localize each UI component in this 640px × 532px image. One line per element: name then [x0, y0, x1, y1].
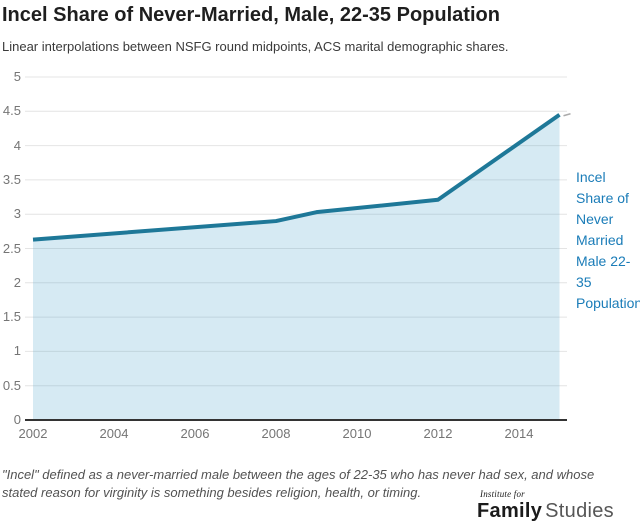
plot-area: 0 0.5 1 1.5 2 2.5 3 3.5 4 4.5 5 2002 2004 2006 2008 20… — [0, 69, 640, 448]
series-label: Incel Share of Never Married Male 22-35 … — [576, 169, 640, 311]
chart-title: Incel Share of Never-Married, Male, 22-3… — [2, 4, 500, 26]
x-tick-label: 2008 — [261, 426, 291, 441]
y-tick-label: 3 — [13, 206, 21, 222]
chart-subtitle: Linear interpolations between NSFG round… — [2, 39, 509, 54]
x-tick-label: 2012 — [423, 426, 453, 441]
y-tick-label: 4 — [13, 137, 21, 153]
ifs-logo: Institute for Family Studies — [477, 489, 637, 523]
x-tick-label: 2006 — [180, 426, 210, 441]
y-tick-label: 2 — [13, 274, 21, 290]
logo-family-studies: Family Studies — [477, 499, 637, 523]
x-tick-label: 2004 — [99, 426, 129, 441]
x-tick-label: 2014 — [504, 426, 534, 441]
y-tick-label: 1.5 — [2, 309, 21, 325]
x-tick-label: 2010 — [342, 426, 372, 441]
area-chart — [25, 76, 571, 421]
logo-family: Family — [477, 500, 543, 522]
y-tick-label: 0 — [13, 412, 21, 427]
y-tick-label: 2.5 — [2, 240, 21, 256]
y-tick-label: 3.5 — [2, 171, 21, 187]
x-tick-label: 2002 — [18, 426, 48, 441]
logo-institute-for: Institute for — [480, 489, 525, 499]
y-tick-label: 4.5 — [2, 103, 21, 119]
logo-studies: Studies — [545, 500, 614, 522]
footnote: "Incel" defined as a never-married male … — [2, 467, 595, 500]
y-tick-label: 5 — [13, 69, 21, 84]
y-tick-label: 1 — [13, 343, 21, 359]
y-tick-label: 0.5 — [2, 377, 21, 393]
